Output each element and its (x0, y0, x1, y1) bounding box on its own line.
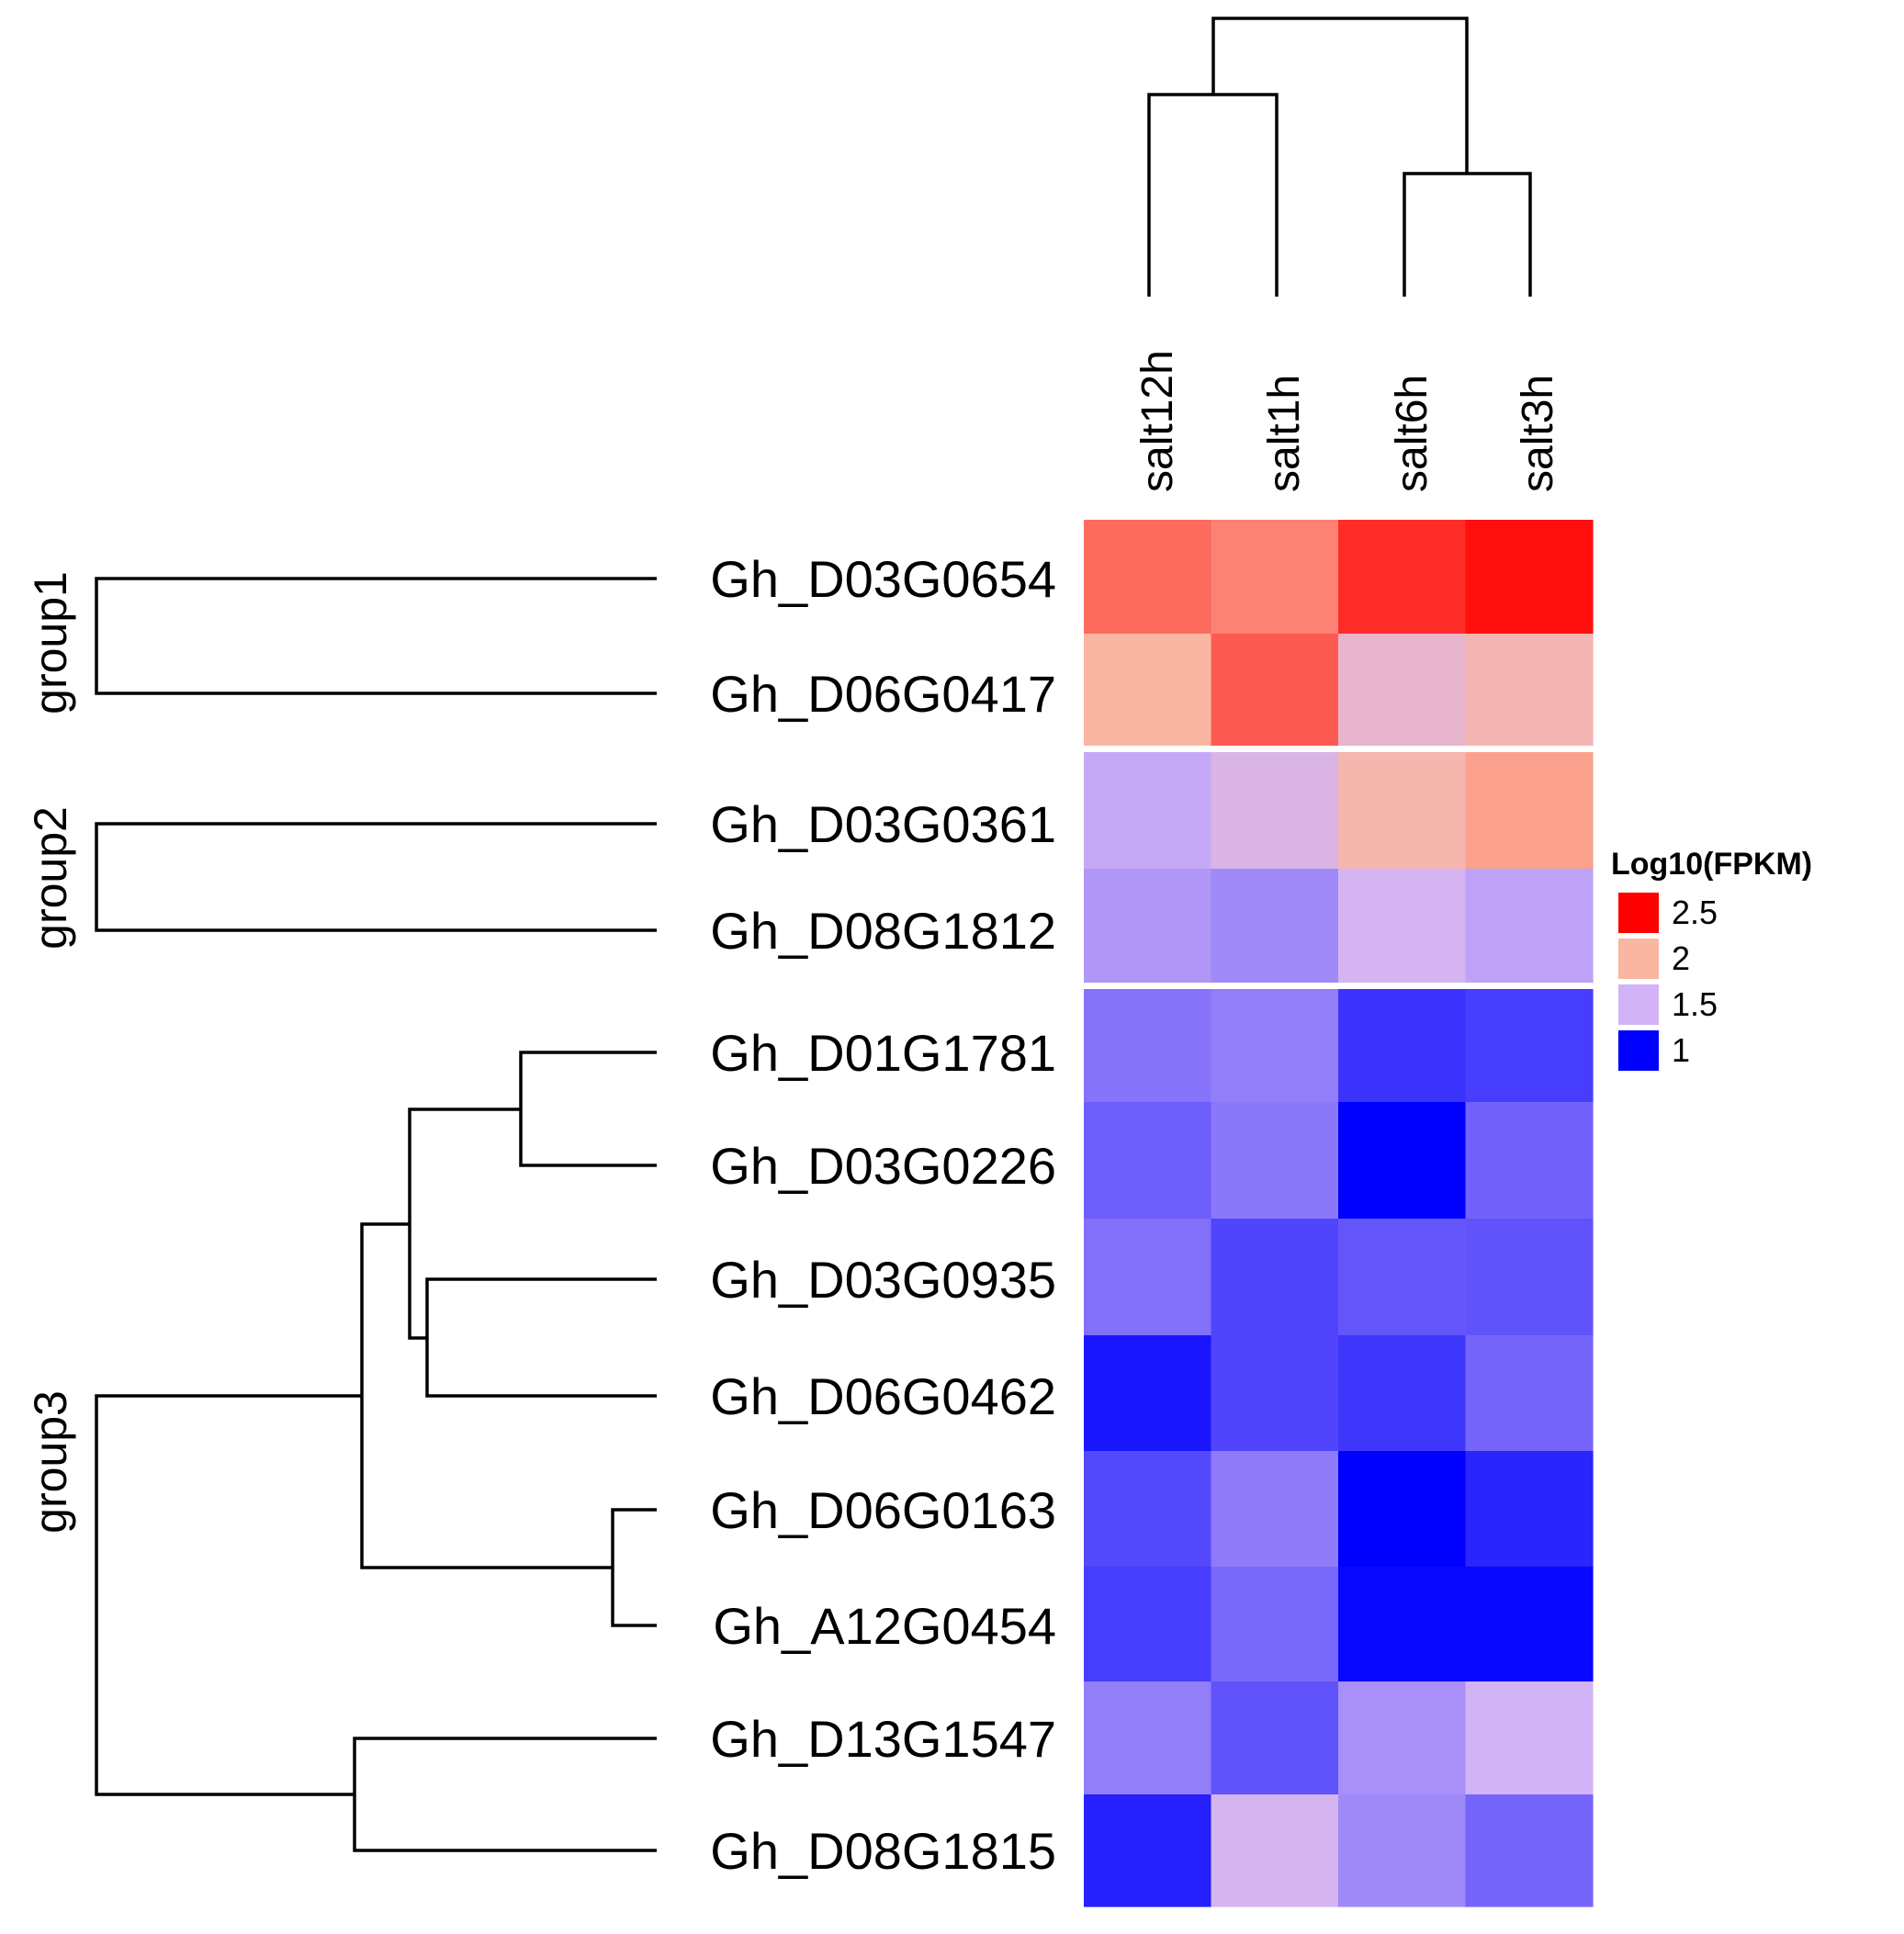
heatmap-cell-Gh_D03G0935-salt1h (1211, 1219, 1339, 1336)
row-label: Gh_D06G0462 (710, 1367, 1056, 1425)
heatmap-cell-Gh_A12G0454-salt3h (1465, 1567, 1594, 1682)
column-labels: salt12h salt1h salt6h salt3h (1133, 350, 1562, 492)
group-label-group2: group2 (25, 806, 76, 950)
row-dendro-d03g0935-d06g0462 (425, 1277, 657, 1398)
heatmap-cell-Gh_D06G0417-salt1h (1211, 634, 1339, 747)
group-labels: group1 group2 group3 (25, 571, 76, 1534)
column-label-salt12h: salt12h (1133, 350, 1182, 492)
legend-label-1: 1 (1672, 1031, 1690, 1069)
row-label: Gh_D13G1547 (710, 1710, 1056, 1768)
heatmap-cell-Gh_D03G0226-salt6h (1338, 1102, 1467, 1220)
heatmap-cell-Gh_D06G0417-salt3h (1465, 634, 1594, 747)
heatmap-cell-Gh_D01G1781-salt6h (1338, 989, 1467, 1103)
row-label: Gh_D08G1815 (710, 1822, 1056, 1880)
heatmap-cell-Gh_D03G0654-salt12h (1084, 520, 1212, 635)
heatmap-cell-Gh_D03G0935-salt12h (1084, 1219, 1212, 1336)
heatmap-cell-Gh_D08G1815-salt6h (1338, 1794, 1467, 1907)
row-label: Gh_D03G0226 (710, 1137, 1056, 1195)
row-label: Gh_D03G0654 (710, 550, 1056, 608)
heatmap-cell-Gh_D03G0935-salt6h (1338, 1219, 1467, 1336)
legend-swatch-1.5 (1618, 984, 1659, 1025)
heatmap-cell-Gh_D13G1547-salt12h (1084, 1681, 1212, 1795)
heatmap-cell-Gh_D08G1815-salt1h (1211, 1794, 1339, 1907)
heatmap-cell-Gh_D03G0361-salt3h (1465, 752, 1594, 870)
column-label-salt3h: salt3h (1514, 375, 1562, 492)
heatmap-cell-Gh_D06G0163-salt12h (1084, 1451, 1212, 1568)
heatmap-cells (1084, 520, 1594, 1907)
heatmap-cell-Gh_D13G1547-salt1h (1211, 1681, 1339, 1795)
legend: Log10(FPKM) 2.5 2 1.5 1 (1611, 847, 1812, 1071)
heatmap-cell-Gh_D13G1547-salt3h (1465, 1681, 1594, 1795)
row-dendro-group2 (95, 822, 657, 932)
heatmap-cell-Gh_D03G0654-salt6h (1338, 520, 1467, 635)
heatmap-cell-Gh_D03G0361-salt6h (1338, 752, 1467, 870)
heatmap-cell-Gh_D06G0417-salt12h (1084, 634, 1212, 747)
row-dendro-group3-root (95, 1394, 362, 1796)
heatmap-cell-Gh_D03G0226-salt1h (1211, 1102, 1339, 1220)
heatmap-cell-Gh_D06G0163-salt3h (1465, 1451, 1594, 1568)
col-dendro-branch-salt6h-salt3h (1403, 172, 1532, 297)
legend-items: 2.5 2 1.5 1 (1618, 893, 1718, 1071)
heatmap-cell-Gh_D06G0462-salt3h (1465, 1335, 1594, 1452)
heatmap-cell-Gh_D08G1815-salt12h (1084, 1794, 1212, 1907)
heatmap-cell-Gh_D08G1812-salt12h (1084, 869, 1212, 984)
heatmap-cell-Gh_D06G0462-salt1h (1211, 1335, 1339, 1452)
row-dendro-group1 (95, 577, 657, 695)
row-label: Gh_D06G0417 (710, 665, 1056, 723)
col-dendro-branch-salt12h-salt1h (1147, 93, 1279, 297)
heatmap-cell-Gh_D03G0226-salt3h (1465, 1102, 1594, 1220)
heatmap-cell-Gh_D01G1781-salt12h (1084, 989, 1212, 1103)
legend-swatch-2.5 (1618, 893, 1659, 933)
row-label: Gh_A12G0454 (713, 1597, 1056, 1655)
heatmap-cell-Gh_D08G1812-salt1h (1211, 869, 1339, 984)
heatmap-cell-Gh_D08G1812-salt3h (1465, 869, 1594, 984)
row-dendro-d06g0163-a12g0454 (611, 1508, 657, 1627)
group-label-group3: group3 (25, 1390, 76, 1534)
heatmap-cell-Gh_D06G0163-salt6h (1338, 1451, 1467, 1568)
legend-title: Log10(FPKM) (1611, 847, 1812, 882)
heatmap-cell-Gh_A12G0454-salt12h (1084, 1567, 1212, 1682)
heatmap-cell-Gh_D01G1781-salt3h (1465, 989, 1594, 1103)
row-dendrogram (95, 577, 657, 1852)
heatmap-cell-Gh_D01G1781-salt1h (1211, 989, 1339, 1103)
col-dendro-branch-root (1211, 17, 1469, 174)
legend-label-2.5: 2.5 (1672, 894, 1718, 931)
separator-group1-group2 (1084, 746, 1593, 752)
row-label: Gh_D03G0361 (710, 795, 1056, 853)
row-label: Gh_D03G0935 (710, 1251, 1056, 1309)
heatmap-cell-Gh_D03G0226-salt12h (1084, 1102, 1212, 1220)
heatmap-cell-Gh_A12G0454-salt1h (1211, 1567, 1339, 1682)
heatmap-cell-Gh_D03G0361-salt1h (1211, 752, 1339, 870)
heatmap-cell-Gh_D03G0654-salt3h (1465, 520, 1594, 635)
heatmap-cell-Gh_D08G1815-salt3h (1465, 1794, 1594, 1907)
heatmap-cell-Gh_D08G1812-salt6h (1338, 869, 1467, 984)
heatmap-cell-Gh_A12G0454-salt6h (1338, 1567, 1467, 1682)
heatmap-cell-Gh_D06G0163-salt1h (1211, 1451, 1339, 1568)
legend-label-2: 2 (1672, 939, 1690, 977)
heatmap-cell-Gh_D06G0462-salt6h (1338, 1335, 1467, 1452)
heatmap-cell-Gh_D13G1547-salt6h (1338, 1681, 1467, 1795)
heatmap-cell-Gh_D03G0935-salt3h (1465, 1219, 1594, 1336)
group-label-group1: group1 (25, 571, 76, 714)
row-label: Gh_D06G0163 (710, 1481, 1056, 1539)
heatmap-cell-Gh_D06G0417-salt6h (1338, 634, 1467, 747)
row-label: Gh_D01G1781 (710, 1024, 1056, 1082)
heatmap-cell-Gh_D03G0361-salt12h (1084, 752, 1212, 870)
heatmap-cell-Gh_D06G0462-salt12h (1084, 1335, 1212, 1452)
heatmap-cell-Gh_D03G0654-salt1h (1211, 520, 1339, 635)
group-separators (1084, 746, 1593, 989)
column-label-salt1h: salt1h (1260, 375, 1309, 492)
row-dendro-d01g1781-d03g0226 (519, 1051, 657, 1167)
row-labels: Gh_D03G0654 Gh_D06G0417 Gh_D03G0361 Gh_D… (710, 550, 1056, 1880)
legend-swatch-1 (1618, 1030, 1659, 1071)
separator-group2-group3 (1084, 983, 1593, 989)
legend-label-1.5: 1.5 (1672, 985, 1718, 1023)
legend-swatch-2 (1618, 939, 1659, 979)
row-dendro-d13g1547-d08g1815 (353, 1737, 657, 1852)
column-label-salt6h: salt6h (1388, 375, 1436, 492)
column-dendrogram (1147, 17, 1532, 297)
row-label: Gh_D08G1812 (710, 902, 1056, 960)
